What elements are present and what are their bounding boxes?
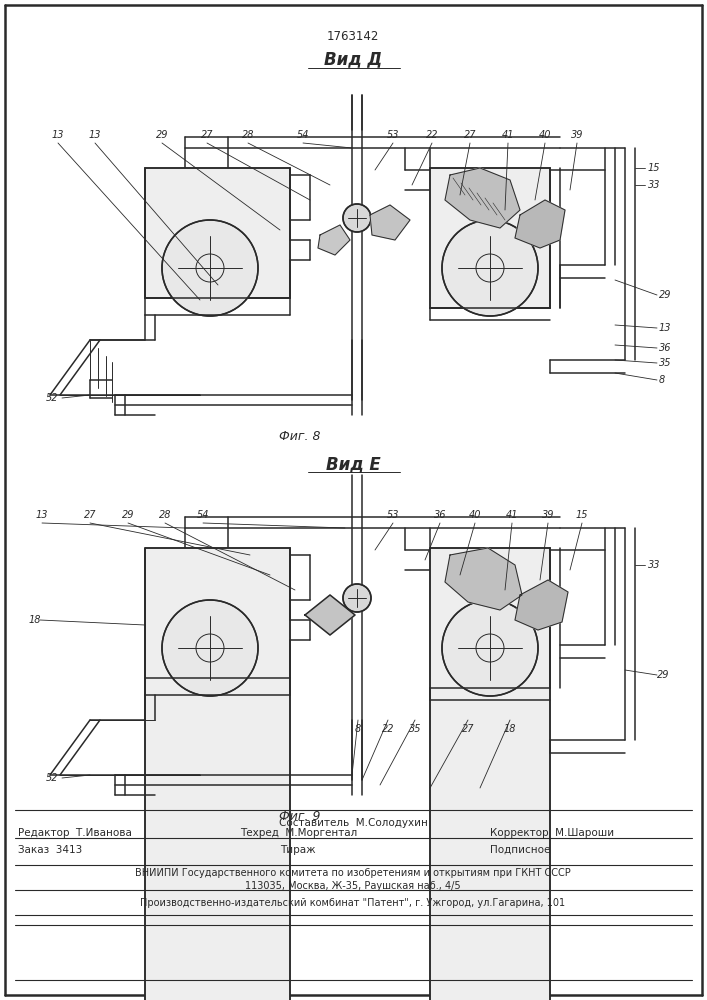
Text: 28: 28 (242, 130, 255, 140)
Text: 8: 8 (659, 375, 665, 385)
Polygon shape (318, 225, 350, 255)
Polygon shape (515, 200, 565, 248)
Text: Вид Е: Вид Е (326, 455, 380, 473)
Circle shape (343, 204, 371, 232)
Text: 52: 52 (45, 393, 58, 403)
Text: 35: 35 (409, 724, 421, 734)
Text: Производственно-издательский комбинат "Патент", г. Ужгород, ул.Гагарина, 101: Производственно-издательский комбинат "П… (141, 898, 566, 908)
Text: 18: 18 (504, 724, 516, 734)
Text: 33: 33 (648, 560, 660, 570)
Text: 13: 13 (659, 323, 672, 333)
Text: 41: 41 (502, 130, 514, 140)
Text: 29: 29 (657, 670, 670, 680)
Text: 54: 54 (197, 510, 209, 520)
Text: 27: 27 (83, 510, 96, 520)
Text: Редактор  Т.Иванова: Редактор Т.Иванова (18, 828, 132, 838)
Text: 36: 36 (659, 343, 672, 353)
Text: 22: 22 (426, 130, 438, 140)
Bar (145, 548, 290, 1000)
Text: 15: 15 (575, 510, 588, 520)
Text: 40: 40 (539, 130, 551, 140)
Text: 15: 15 (648, 163, 660, 173)
Text: 27: 27 (462, 724, 474, 734)
Text: Корректор  М.Шароши: Корректор М.Шароши (490, 828, 614, 838)
Text: ВНИИПИ Государственного комитета по изобретениям и открытиям при ГКНТ СССР: ВНИИПИ Государственного комитета по изоб… (135, 868, 571, 878)
Circle shape (162, 220, 258, 316)
Polygon shape (515, 580, 568, 630)
Text: 53: 53 (387, 510, 399, 520)
Text: 54: 54 (297, 130, 309, 140)
Circle shape (442, 600, 538, 696)
Bar (145, 168, 290, 298)
Text: 36: 36 (434, 510, 446, 520)
Text: 27: 27 (201, 130, 214, 140)
Text: 29: 29 (156, 130, 168, 140)
Polygon shape (370, 205, 410, 240)
Text: 39: 39 (571, 130, 583, 140)
Text: 27: 27 (464, 130, 477, 140)
Text: Фиг. 9: Фиг. 9 (279, 810, 321, 823)
Polygon shape (445, 548, 522, 610)
Text: Подписное: Подписное (490, 845, 550, 855)
Text: 13: 13 (36, 510, 48, 520)
Text: 41: 41 (506, 510, 518, 520)
Text: 29: 29 (122, 510, 134, 520)
Text: 18: 18 (29, 615, 41, 625)
Text: 13: 13 (89, 130, 101, 140)
Text: 35: 35 (659, 358, 672, 368)
Bar (430, 548, 550, 1000)
Polygon shape (305, 595, 355, 635)
Text: 39: 39 (542, 510, 554, 520)
Text: 13: 13 (52, 130, 64, 140)
Text: Составитель  М.Солодухин: Составитель М.Солодухин (279, 818, 428, 828)
Text: 33: 33 (648, 180, 660, 190)
Circle shape (162, 600, 258, 696)
Bar (430, 168, 550, 308)
Text: Фиг. 8: Фиг. 8 (279, 430, 321, 443)
Text: 28: 28 (159, 510, 171, 520)
Text: 29: 29 (659, 290, 672, 300)
Bar (145, 548, 290, 1000)
Circle shape (442, 220, 538, 316)
Bar (430, 548, 550, 1000)
Text: 113035, Москва, Ж-35, Раушская наб., 4/5: 113035, Москва, Ж-35, Раушская наб., 4/5 (245, 881, 461, 891)
Bar (430, 168, 550, 308)
Polygon shape (445, 168, 520, 228)
Text: 52: 52 (45, 773, 58, 783)
Text: 8: 8 (355, 724, 361, 734)
Text: Тираж: Тираж (280, 845, 315, 855)
Bar (145, 168, 290, 298)
Text: Техред  М.Моргентал: Техред М.Моргентал (240, 828, 357, 838)
Text: 53: 53 (387, 130, 399, 140)
Text: 40: 40 (469, 510, 481, 520)
Text: 1763142: 1763142 (327, 30, 379, 43)
Text: Заказ  3413: Заказ 3413 (18, 845, 82, 855)
Text: Вид Д: Вид Д (324, 50, 382, 68)
Circle shape (343, 584, 371, 612)
Text: 22: 22 (382, 724, 395, 734)
